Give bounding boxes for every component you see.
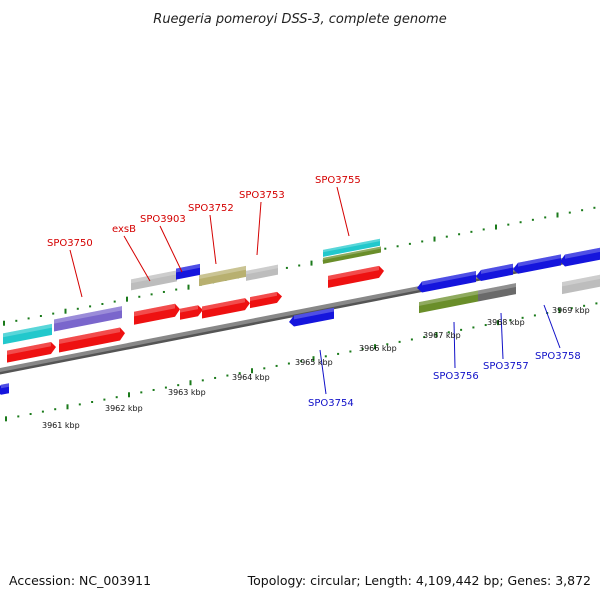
leader-spo3752: [209, 214, 217, 265]
gene-block-olive: [199, 265, 246, 287]
tick-label-3968-kbp: 3968 kbp: [487, 318, 525, 327]
gene-block-lavender: [54, 306, 122, 332]
leader-spo3755: [336, 186, 350, 237]
leader-spo3903: [159, 225, 183, 273]
gene-block-blue-1: [176, 263, 200, 280]
gene-label-spo3752[interactable]: SPO3752: [188, 203, 234, 214]
gene-block-gray-2: [246, 264, 278, 281]
leader-spo3758: [543, 304, 561, 349]
gene-block-gray-1: [131, 270, 177, 291]
leader-spo3756: [453, 321, 456, 369]
gene-arrow-blue-2: [417, 270, 476, 293]
gene-label-spo3757[interactable]: SPO3757: [483, 361, 529, 372]
leader-spo3757: [500, 312, 504, 360]
gene-arrow-red-3: [134, 303, 180, 325]
gene-arrow-blue-1: [289, 307, 334, 327]
gene-arrow-red-5: [202, 298, 250, 319]
gene-label-spo3755[interactable]: SPO3755: [315, 175, 361, 186]
gene-block-darkgray: [478, 283, 516, 302]
tick-label-3965-kbp: 3965 kbp: [295, 358, 333, 367]
gene-label-spo3756[interactable]: SPO3756: [433, 371, 479, 382]
accession-text: Accession: NC_003911: [9, 573, 152, 588]
gene-arrow-blue-5: [560, 247, 600, 267]
tick-label-3969-kbp: 3969 kbp: [552, 306, 590, 315]
tick-label-3963-kbp: 3963 kbp: [168, 388, 206, 397]
tick-label-3967-kbp: 3967 kbp: [423, 331, 461, 340]
gene-label-spo3754[interactable]: SPO3754: [308, 398, 354, 409]
tick-label-3966-kbp: 3966 kbp: [359, 344, 397, 353]
gene-arrow-blue-0: [0, 383, 9, 395]
gene-arrow-red-7: [328, 265, 384, 288]
leader-spo3754: [319, 349, 327, 395]
gene-arrow-red-1: [7, 342, 56, 363]
gene-arrow-blue-3: [476, 263, 513, 281]
gene-label-spo3758[interactable]: SPO3758: [535, 351, 581, 362]
leader-exsb: [123, 235, 151, 282]
gene-block-cyan-2: [323, 238, 380, 257]
gene-arrow-blue-4: [513, 254, 561, 274]
map-title: Ruegeria pomeroyi DSS-3, complete genome: [153, 12, 446, 27]
gene-label-exsb[interactable]: exsB: [112, 224, 136, 235]
label-leader-lines: [69, 186, 561, 395]
gene-block-green-2: [419, 290, 478, 314]
leader-spo3750: [69, 249, 83, 298]
topology-text: Topology: circular; Length: 4,109,442 bp…: [247, 573, 591, 588]
gene-block-green-1: [323, 246, 381, 264]
leader-spo3753: [256, 201, 262, 256]
tick-label-3961-kbp: 3961 kbp: [42, 421, 80, 430]
gene-block-cyan-1: [3, 323, 52, 345]
tick-labels: 3961 kbp 3962 kbp 3963 kbp 3964 kbp 3965 kbp…: [42, 306, 590, 430]
gene-features: [0, 238, 600, 395]
gene-label-spo3750[interactable]: SPO3750: [47, 238, 93, 249]
gene-arrow-red-2: [59, 327, 125, 353]
gene-arrow-red-4: [180, 305, 203, 320]
tick-label-3964-kbp: 3964 kbp: [232, 373, 270, 382]
tick-label-3962-kbp: 3962 kbp: [105, 404, 143, 413]
bottom-tick-track: [5, 302, 598, 422]
gene-arrow-red-6: [250, 291, 282, 309]
gene-block-gray-3: [562, 274, 600, 295]
gene-label-spo3903[interactable]: SPO3903: [140, 214, 186, 225]
gene-label-spo3753[interactable]: SPO3753: [239, 190, 285, 201]
